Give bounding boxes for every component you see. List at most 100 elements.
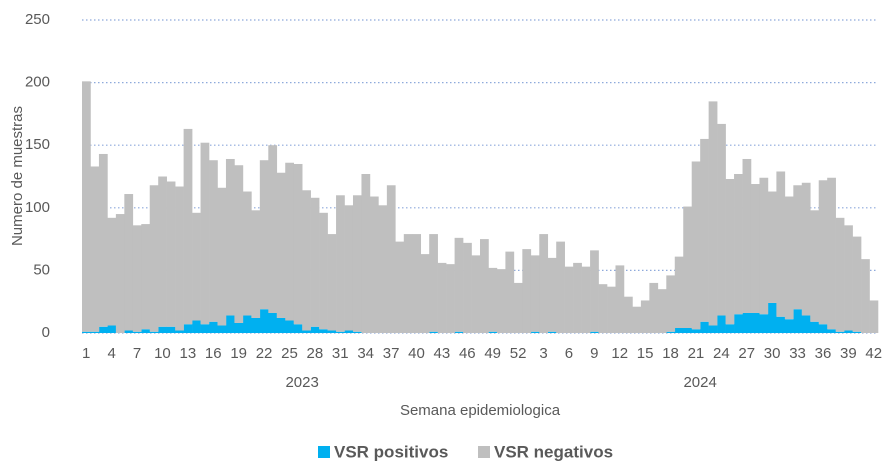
group-label: 2023 bbox=[285, 374, 318, 391]
bar-segment bbox=[835, 331, 845, 333]
bar-segment bbox=[547, 257, 557, 332]
bar-segment bbox=[463, 242, 472, 333]
bar-segment bbox=[835, 217, 845, 332]
bar-segment bbox=[530, 255, 540, 332]
bar-segment bbox=[285, 320, 295, 333]
bar-segment bbox=[225, 315, 235, 333]
x-tick-label: 9 bbox=[590, 345, 598, 362]
bar-segment bbox=[124, 194, 134, 331]
x-tick-label: 24 bbox=[713, 345, 730, 362]
bar-segment bbox=[302, 330, 311, 333]
x-tick-label: 37 bbox=[383, 345, 400, 362]
y-tick-label: 50 bbox=[33, 261, 50, 278]
x-tick-label: 34 bbox=[357, 345, 374, 362]
bar-segment bbox=[573, 262, 582, 333]
bar-segment bbox=[759, 177, 769, 315]
legend-swatch bbox=[478, 446, 490, 458]
y-axis-title: Numero de muestras bbox=[9, 106, 26, 246]
bar-segment bbox=[708, 325, 718, 333]
bar-segment bbox=[683, 206, 693, 328]
bar-segment bbox=[327, 234, 337, 331]
y-tick-label: 100 bbox=[25, 199, 50, 216]
bar-segment bbox=[750, 312, 760, 333]
bar-segment bbox=[268, 145, 278, 313]
bar-segment bbox=[242, 315, 252, 333]
bar-segment bbox=[784, 319, 794, 333]
bar-segment bbox=[674, 327, 684, 333]
x-tick-label: 18 bbox=[662, 345, 679, 362]
bar-segment bbox=[632, 306, 642, 333]
bar-segment bbox=[640, 300, 650, 333]
bar-segment bbox=[454, 331, 464, 333]
bar-segment bbox=[251, 317, 261, 333]
bar-segment bbox=[767, 302, 777, 333]
bar-segment bbox=[132, 331, 142, 333]
x-tick-label: 40 bbox=[408, 345, 425, 362]
bar-segment bbox=[801, 182, 811, 316]
x-tick-label: 19 bbox=[230, 345, 247, 362]
bar-segment bbox=[539, 234, 549, 333]
bar-segment bbox=[268, 312, 278, 333]
bar-segment bbox=[319, 212, 328, 330]
x-tick-label: 25 bbox=[281, 345, 298, 362]
bar-segment bbox=[352, 195, 362, 332]
bar-segment bbox=[336, 195, 345, 332]
bar-segment bbox=[192, 212, 201, 321]
bar-segment bbox=[446, 264, 455, 333]
bar-segment bbox=[310, 197, 320, 327]
x-tick-label: 7 bbox=[133, 345, 141, 362]
bar-segment bbox=[285, 162, 295, 321]
bar-segment bbox=[158, 326, 167, 333]
bar-segment bbox=[420, 254, 430, 333]
bar-segment bbox=[547, 331, 557, 333]
bar-segment bbox=[496, 269, 506, 333]
bar-segment bbox=[674, 256, 684, 328]
bar-segment bbox=[183, 324, 193, 333]
bar-segment bbox=[590, 250, 599, 332]
bar-segment bbox=[429, 234, 438, 332]
x-tick-label: 1 bbox=[82, 345, 90, 362]
bar-segment bbox=[615, 265, 625, 333]
bar-segment bbox=[683, 327, 693, 333]
bar-segment bbox=[124, 330, 134, 333]
x-tick-label: 46 bbox=[459, 345, 476, 362]
bar-segment bbox=[107, 217, 117, 326]
bar-segment bbox=[666, 275, 676, 332]
bar-segment bbox=[818, 180, 828, 325]
bar-segment bbox=[293, 163, 303, 325]
bar-segment bbox=[742, 312, 752, 333]
bar-segment bbox=[869, 300, 879, 333]
bar-segment bbox=[344, 330, 354, 333]
x-tick-label: 12 bbox=[611, 345, 628, 362]
bar-segment bbox=[759, 314, 769, 333]
legend-label: VSR negativos bbox=[494, 442, 613, 461]
bar-segment bbox=[725, 324, 735, 333]
bar-segment bbox=[175, 330, 184, 333]
bar-segment bbox=[700, 321, 709, 333]
bar-segment bbox=[530, 331, 540, 333]
bar-segment bbox=[488, 267, 498, 332]
bar-segment bbox=[378, 205, 388, 333]
x-tick-label: 39 bbox=[840, 345, 857, 362]
bar-segment bbox=[259, 309, 269, 333]
x-tick-label: 28 bbox=[307, 345, 324, 362]
bar-segment bbox=[556, 241, 565, 333]
bar-segment bbox=[192, 320, 201, 333]
bar-segment bbox=[166, 181, 176, 327]
bar-segment bbox=[166, 326, 176, 333]
bar-segment bbox=[513, 282, 523, 333]
bar-segment bbox=[810, 321, 820, 333]
bar-segment bbox=[293, 324, 303, 333]
bar-segment bbox=[217, 187, 227, 326]
bar-segment bbox=[852, 236, 862, 332]
x-tick-label: 15 bbox=[637, 345, 654, 362]
bar-segment bbox=[861, 259, 870, 333]
x-tick-label: 31 bbox=[332, 345, 349, 362]
bar-segment bbox=[217, 325, 227, 333]
bar-segment bbox=[742, 158, 752, 313]
bar-segment bbox=[395, 241, 405, 333]
bar-segment bbox=[141, 329, 151, 333]
bar-segment bbox=[234, 165, 244, 323]
bar-segment bbox=[801, 315, 811, 333]
bar-segment bbox=[471, 255, 481, 333]
